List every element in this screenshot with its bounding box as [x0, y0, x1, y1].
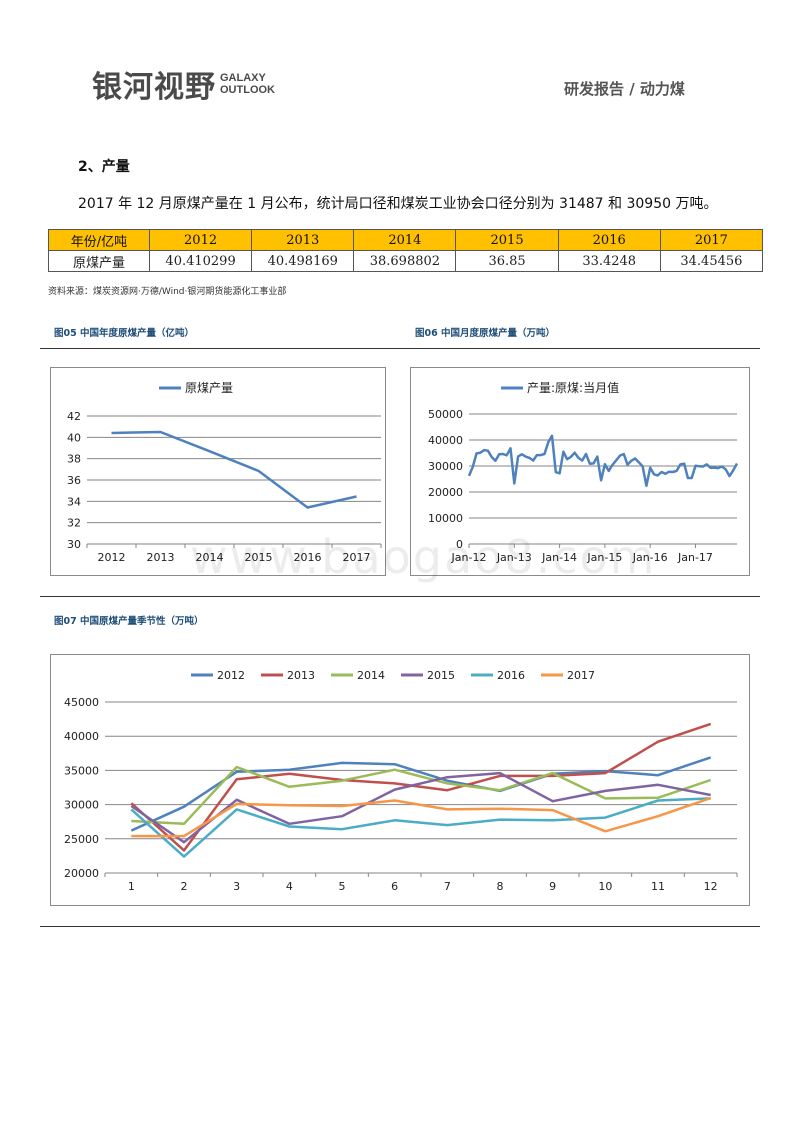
x-tick-label: 12: [704, 880, 718, 893]
table-row-label: 原煤产量: [48, 250, 150, 272]
x-tick-label: 5: [339, 880, 346, 893]
table-header-label: 年份/亿吨: [48, 229, 150, 251]
table-value: 38.698802: [353, 250, 457, 272]
series-line-2012: [130, 756, 712, 832]
x-tick-label: Jan-17: [677, 551, 713, 564]
y-tick-label: 32: [67, 517, 81, 530]
y-tick-label: 45000: [64, 696, 99, 709]
y-tick-label: 25000: [64, 833, 99, 846]
table-value: 34.45456: [659, 250, 764, 272]
table-year: 2016: [557, 229, 661, 251]
table-year: 2012: [148, 229, 253, 251]
legend-label: 原煤产量: [185, 381, 233, 395]
series-line-2017: [131, 796, 712, 838]
table-value: 36.85: [455, 250, 559, 272]
y-tick-label: 40: [67, 431, 81, 444]
y-tick-label: 42: [67, 410, 81, 423]
x-tick-label: 10: [598, 880, 612, 893]
y-tick-label: 30000: [64, 799, 99, 812]
x-tick-label: Jan-12: [451, 551, 487, 564]
table-value: 40.498169: [251, 250, 355, 272]
source-note: 资料来源：煤炭资源网·万德/Wind·银河期货能源化工事业部: [48, 287, 287, 297]
divider: [40, 926, 760, 927]
y-tick-label: 10000: [428, 512, 463, 525]
series-line-2013: [130, 722, 712, 852]
x-tick-label: 9: [549, 880, 556, 893]
table-year: 2013: [251, 229, 355, 251]
table-year: 2017: [659, 229, 764, 251]
x-tick-label: Jan-16: [632, 551, 668, 564]
logo-en-line2: OUTLOOK: [220, 84, 275, 96]
y-tick-label: 38: [67, 453, 81, 466]
fig07-title: 图07 中国原煤产量季节性（万吨）: [54, 616, 204, 627]
legend-label: 2015: [427, 669, 455, 682]
legend-label: 2012: [217, 669, 245, 682]
x-tick-label: 3: [233, 880, 240, 893]
series-line-原煤产量: [111, 430, 357, 509]
y-tick-label: 20000: [428, 486, 463, 499]
x-tick-label: 2012: [98, 551, 126, 564]
report-type: 研发报告 / 动力煤: [564, 80, 685, 98]
production-table: 年份/亿吨 2012 2013 2014 2015 2016 2017 原煤产量…: [48, 229, 764, 272]
y-tick-label: 20000: [64, 867, 99, 880]
series-line-产量:原煤:当月值: [467, 434, 739, 488]
chart-annual-svg: 30 32 34 36 38 40 42 2012 2013 2014 2015 2016 2017 原煤…: [67, 381, 382, 564]
section-title: 2、产量: [78, 159, 130, 175]
x-tick-label: Jan-15: [586, 551, 622, 564]
table-header-row: 年份/亿吨 2012 2013 2014 2015 2016 2017: [48, 229, 764, 251]
table-year: 2015: [455, 229, 559, 251]
legend-label: 产量:原煤:当月值: [527, 380, 619, 395]
x-tick-label: 2: [181, 880, 188, 893]
x-tick-label: 2017: [343, 551, 371, 564]
x-tick-label: 6: [391, 880, 398, 893]
chart-annual-production: 30 32 34 36 38 40 42 2012 2013 2014 2015 2016 2017 原煤…: [50, 367, 386, 576]
x-tick-label: 2016: [294, 551, 322, 564]
y-tick-label: 35000: [64, 764, 99, 777]
fig05-title: 图05 中国年度原煤产量（亿吨）: [54, 328, 195, 339]
y-tick-label: 40000: [428, 434, 463, 447]
x-tick-label: 7: [444, 880, 451, 893]
series-line-2015: [130, 771, 711, 844]
legend-label: 2014: [357, 669, 385, 682]
x-tick-label: 1: [128, 880, 135, 893]
legend-label: 2017: [567, 669, 595, 682]
y-tick-label: 30000: [428, 460, 463, 473]
x-tick-label: 2013: [147, 551, 175, 564]
x-tick-label: 2015: [245, 551, 273, 564]
table-value: 40.410299: [148, 250, 253, 272]
legend-label: 2016: [497, 669, 525, 682]
x-tick-label: Jan-14: [541, 551, 577, 564]
table-value: 33.4248: [557, 250, 661, 272]
y-tick-label: 36: [67, 474, 81, 487]
logo: 银河视野 GALAXY OUTLOOK: [92, 62, 275, 106]
legend-label: 2013: [287, 669, 315, 682]
x-tick-label: Jan-13: [496, 551, 532, 564]
section-paragraph: 2017 年 12 月原煤产量在 1 月公布，统计局口径和煤炭工业协会口径分别为…: [78, 196, 718, 212]
series-line-2016: [130, 797, 711, 858]
watermark: www.baogao8.com: [190, 530, 657, 584]
series-line-2014: [131, 765, 712, 826]
y-tick-label: 34: [67, 495, 81, 508]
x-tick-label: 2014: [196, 551, 224, 564]
table-year: 2014: [353, 229, 457, 251]
logo-en-line1: GALAXY: [220, 72, 266, 84]
logo-text-en: GALAXY OUTLOOK: [220, 72, 275, 96]
x-tick-label: 4: [286, 880, 293, 893]
y-tick-label: 40000: [64, 730, 99, 743]
y-tick-label: 30: [67, 538, 81, 551]
divider: [40, 596, 760, 597]
chart-seasonality: 20000 25000 30000 35000 40000 45000 1 2 3 4 5 6 7 8 9 1…: [50, 654, 750, 906]
logo-text-cn: 银河视野: [92, 70, 216, 105]
fig06-title: 图06 中国月度原煤产量（万吨）: [415, 328, 556, 339]
y-tick-label: 0: [456, 538, 463, 551]
x-tick-label: 11: [651, 880, 665, 893]
x-tick-label: 8: [497, 880, 504, 893]
divider: [40, 348, 760, 349]
y-tick-label: 50000: [428, 408, 463, 421]
chart-monthly-svg: 0 10000 20000 30000 40000 50000 Jan-12 Jan-13 Ja…: [428, 380, 739, 564]
chart-monthly-production: 0 10000 20000 30000 40000 50000 Jan-12 Jan-13 Ja…: [410, 367, 750, 576]
table-row: 原煤产量 40.410299 40.498169 38.698802 36.85…: [48, 250, 764, 272]
